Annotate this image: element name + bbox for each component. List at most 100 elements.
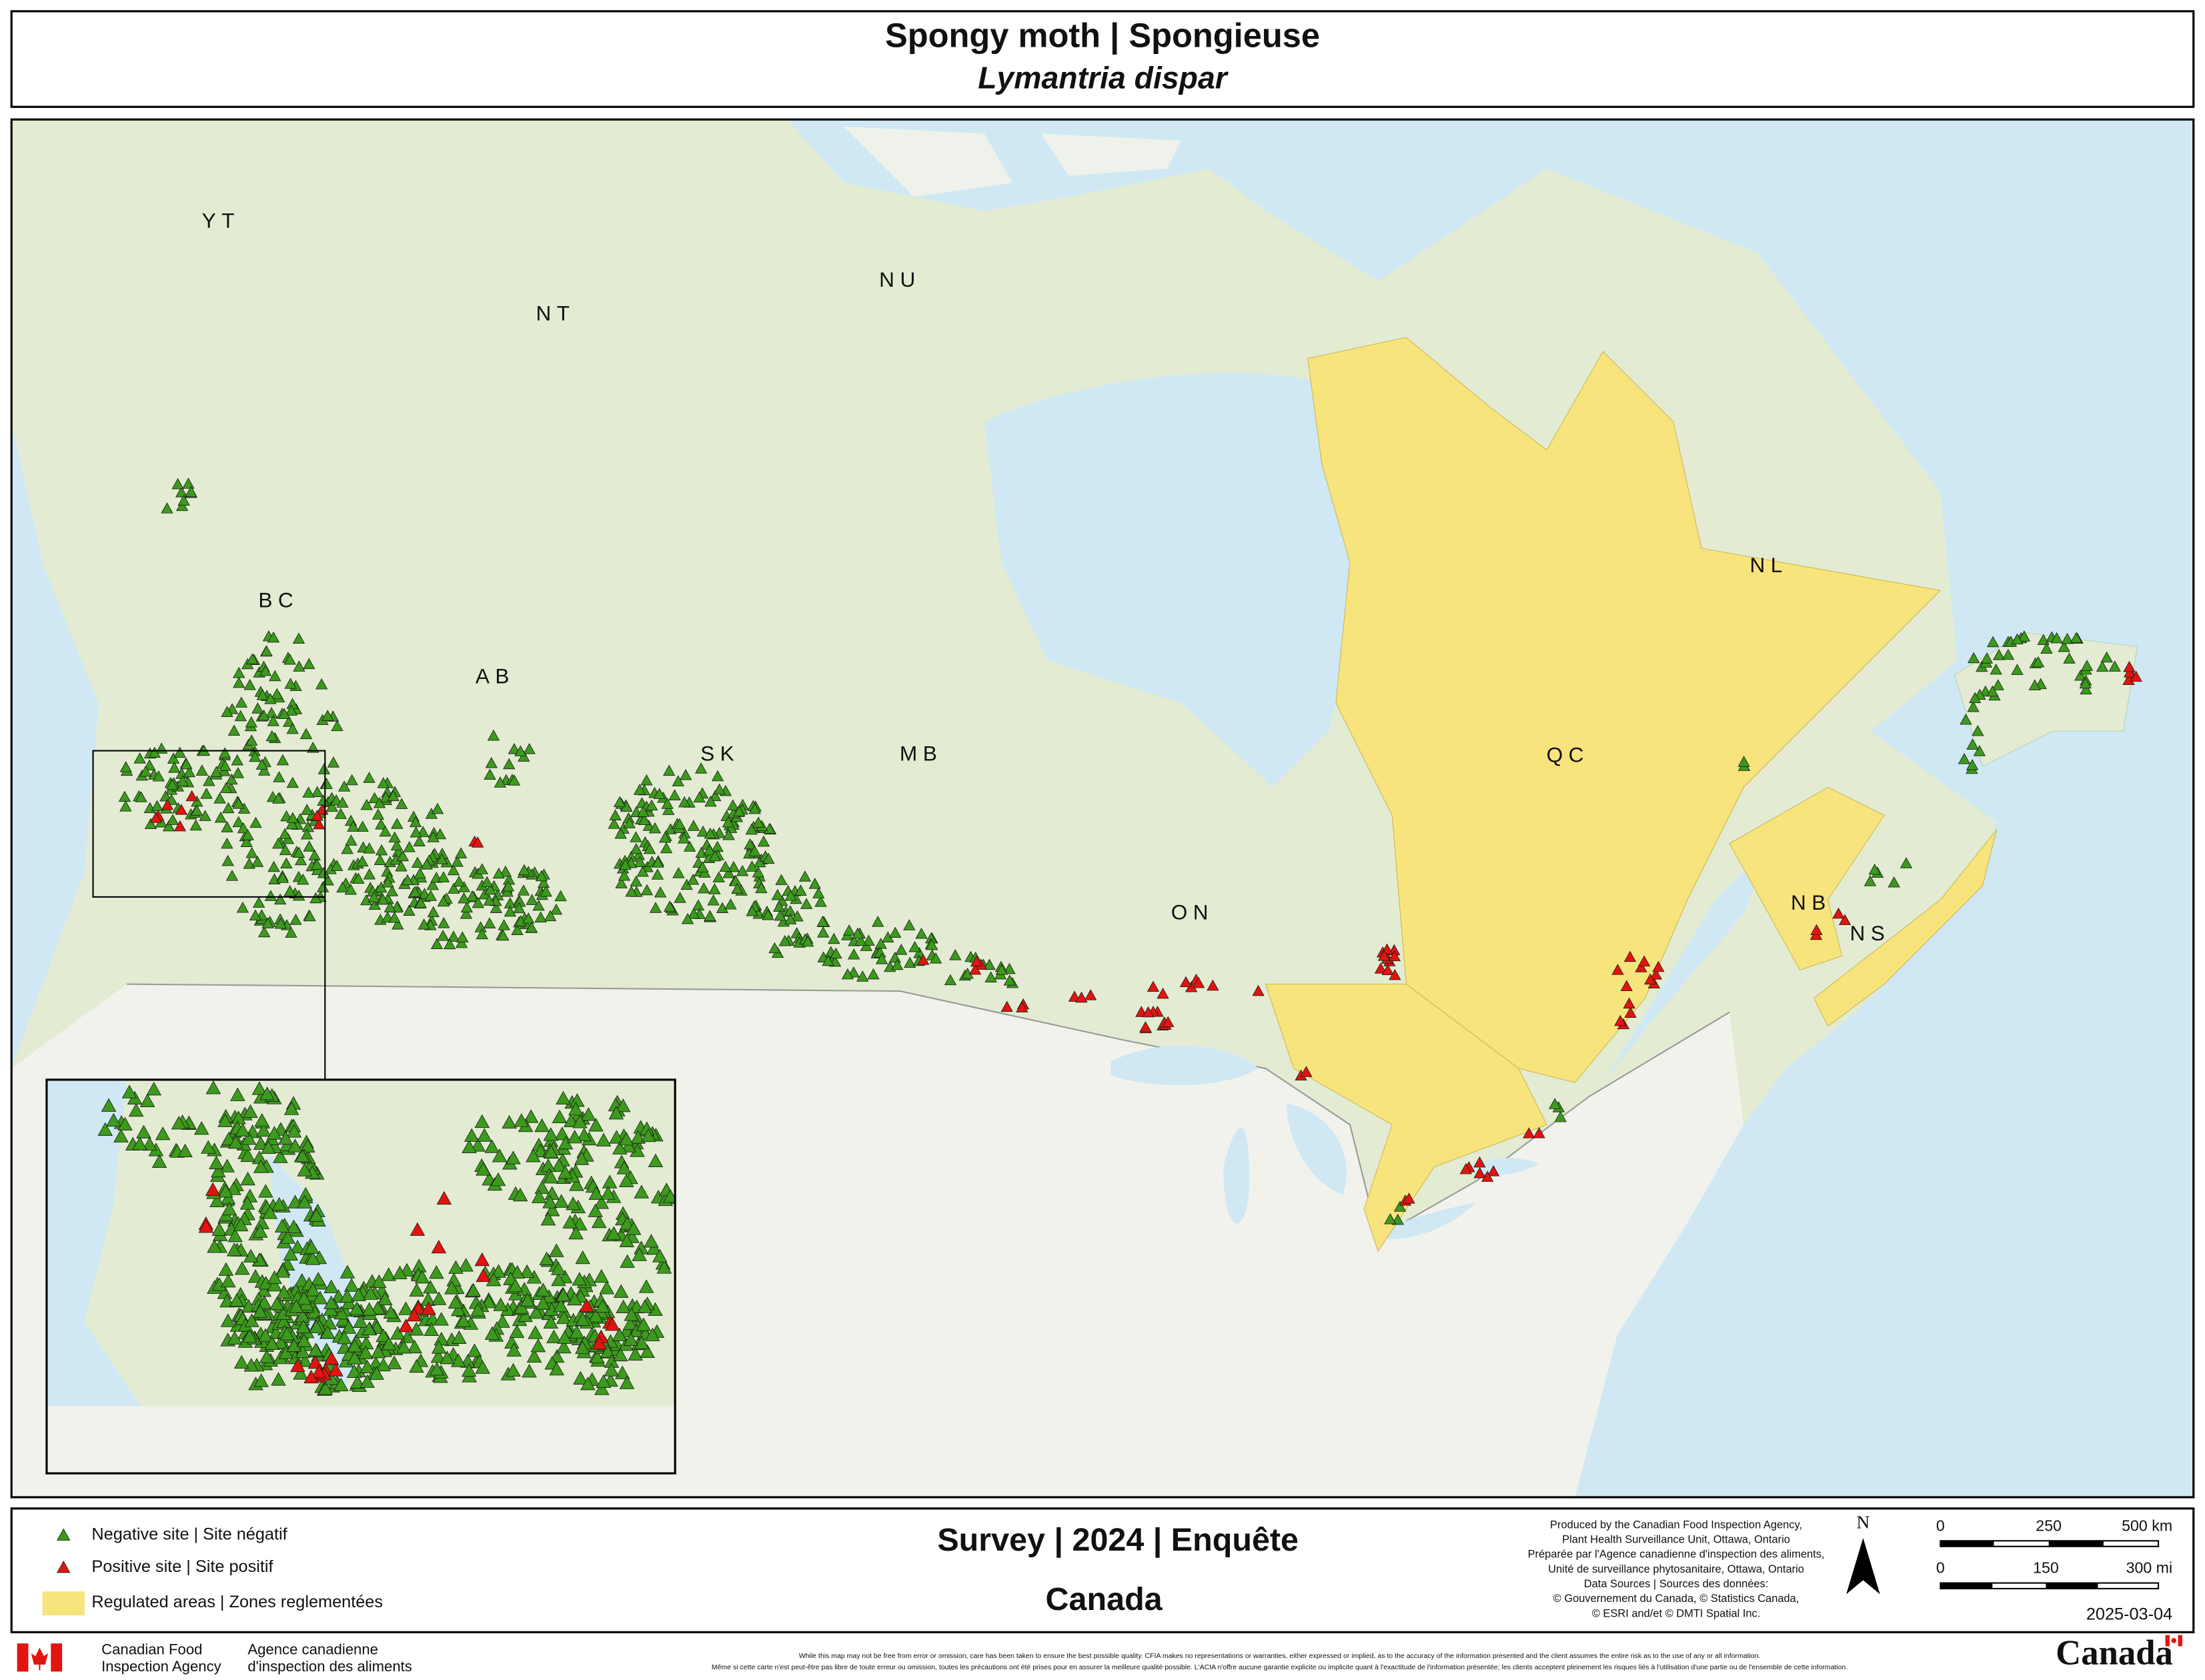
negative-site [444,1281,460,1295]
negative-site [602,1174,618,1188]
negative-site [983,958,996,970]
negative-site [249,909,262,921]
negative-site [159,790,172,802]
negative-site [249,816,262,828]
negative-site [600,1344,616,1358]
negative-site [334,808,347,819]
negative-site [383,1305,399,1319]
negative-site [217,1113,233,1127]
negative-site [447,864,460,876]
negative-site [875,953,888,964]
negative-site [285,704,297,716]
negative-site [458,1258,474,1272]
negative-site [1990,663,2002,675]
negative-site [429,1265,444,1279]
negative-site [622,1316,638,1331]
negative-site [539,1251,554,1265]
negative-site [683,840,696,852]
negative-site [2050,632,2063,644]
negative-site [841,968,854,980]
negative-site [848,948,860,960]
negative-site [245,847,258,858]
survey-sites [118,478,2142,1225]
negative-site [889,926,902,938]
negative-site [716,902,729,914]
negative-site [333,1377,349,1391]
negative-site [661,798,674,809]
north-arrow [1846,1538,1880,1595]
negative-site [376,1328,391,1343]
negative-site [588,1203,603,1217]
negative-site [434,1312,449,1326]
negative-site [296,1333,312,1347]
legend-symbol-regulated [42,1591,85,1616]
negative-site [1968,652,1980,664]
positive-site [970,955,983,967]
negative-site [373,797,386,808]
negative-site [569,1325,585,1339]
negative-site [860,940,872,951]
negative-site [278,828,291,840]
st-lawrence [1603,843,1772,1083]
negative-site [289,1299,304,1313]
negative-site [455,936,468,948]
positive-site [185,790,198,802]
negative-site [535,870,548,882]
negative-site [262,1205,278,1219]
negative-site [614,827,627,839]
negative-site [257,1328,273,1342]
negative-site [608,1106,624,1120]
negative-site [552,1109,568,1123]
negative-site [483,894,496,906]
negative-site [822,954,834,966]
negative-site [1986,636,2000,648]
negative-site [254,1112,270,1127]
positive-site [604,1317,620,1331]
negative-site [411,856,424,868]
negative-site [679,769,692,780]
negative-site [155,1126,171,1140]
negative-site [414,897,428,908]
negative-site [752,816,765,828]
negative-site [257,709,270,721]
negative-site [409,1359,424,1373]
province-label: BC [258,588,299,612]
negative-site [536,1283,551,1297]
positive-site [1016,1001,1028,1012]
negative-site [267,715,279,726]
negative-site [227,724,241,736]
positive-site [175,804,188,815]
negative-site [484,1139,500,1153]
negative-site [346,1364,362,1378]
agency-en: Canadian Food [101,1641,202,1658]
negative-site [146,1082,161,1096]
negative-site [295,1148,310,1162]
negative-site [508,743,521,754]
negative-site [276,1285,291,1299]
negative-site [176,775,189,786]
negative-site [830,947,842,959]
negative-site [283,1246,299,1261]
positive-site [1068,990,1081,1002]
positive-site [436,1190,452,1205]
negative-site [668,789,681,800]
negative-site [492,867,506,879]
negative-site [136,1124,151,1138]
negative-site [618,869,631,881]
negative-site [251,702,264,714]
negative-site [733,805,746,817]
negative-site [363,1286,378,1300]
positive-site [579,1299,594,1313]
negative-site [253,1373,269,1387]
negative-site [448,1295,464,1309]
negative-site [166,778,179,790]
negative-site [929,952,942,964]
negative-site [519,1264,535,1279]
negative-site [233,1355,249,1369]
negative-site [283,885,296,896]
positive-site [1381,964,1394,976]
negative-site [427,906,440,918]
negative-site [234,1261,250,1275]
negative-site [447,930,460,942]
negative-site [259,665,272,676]
